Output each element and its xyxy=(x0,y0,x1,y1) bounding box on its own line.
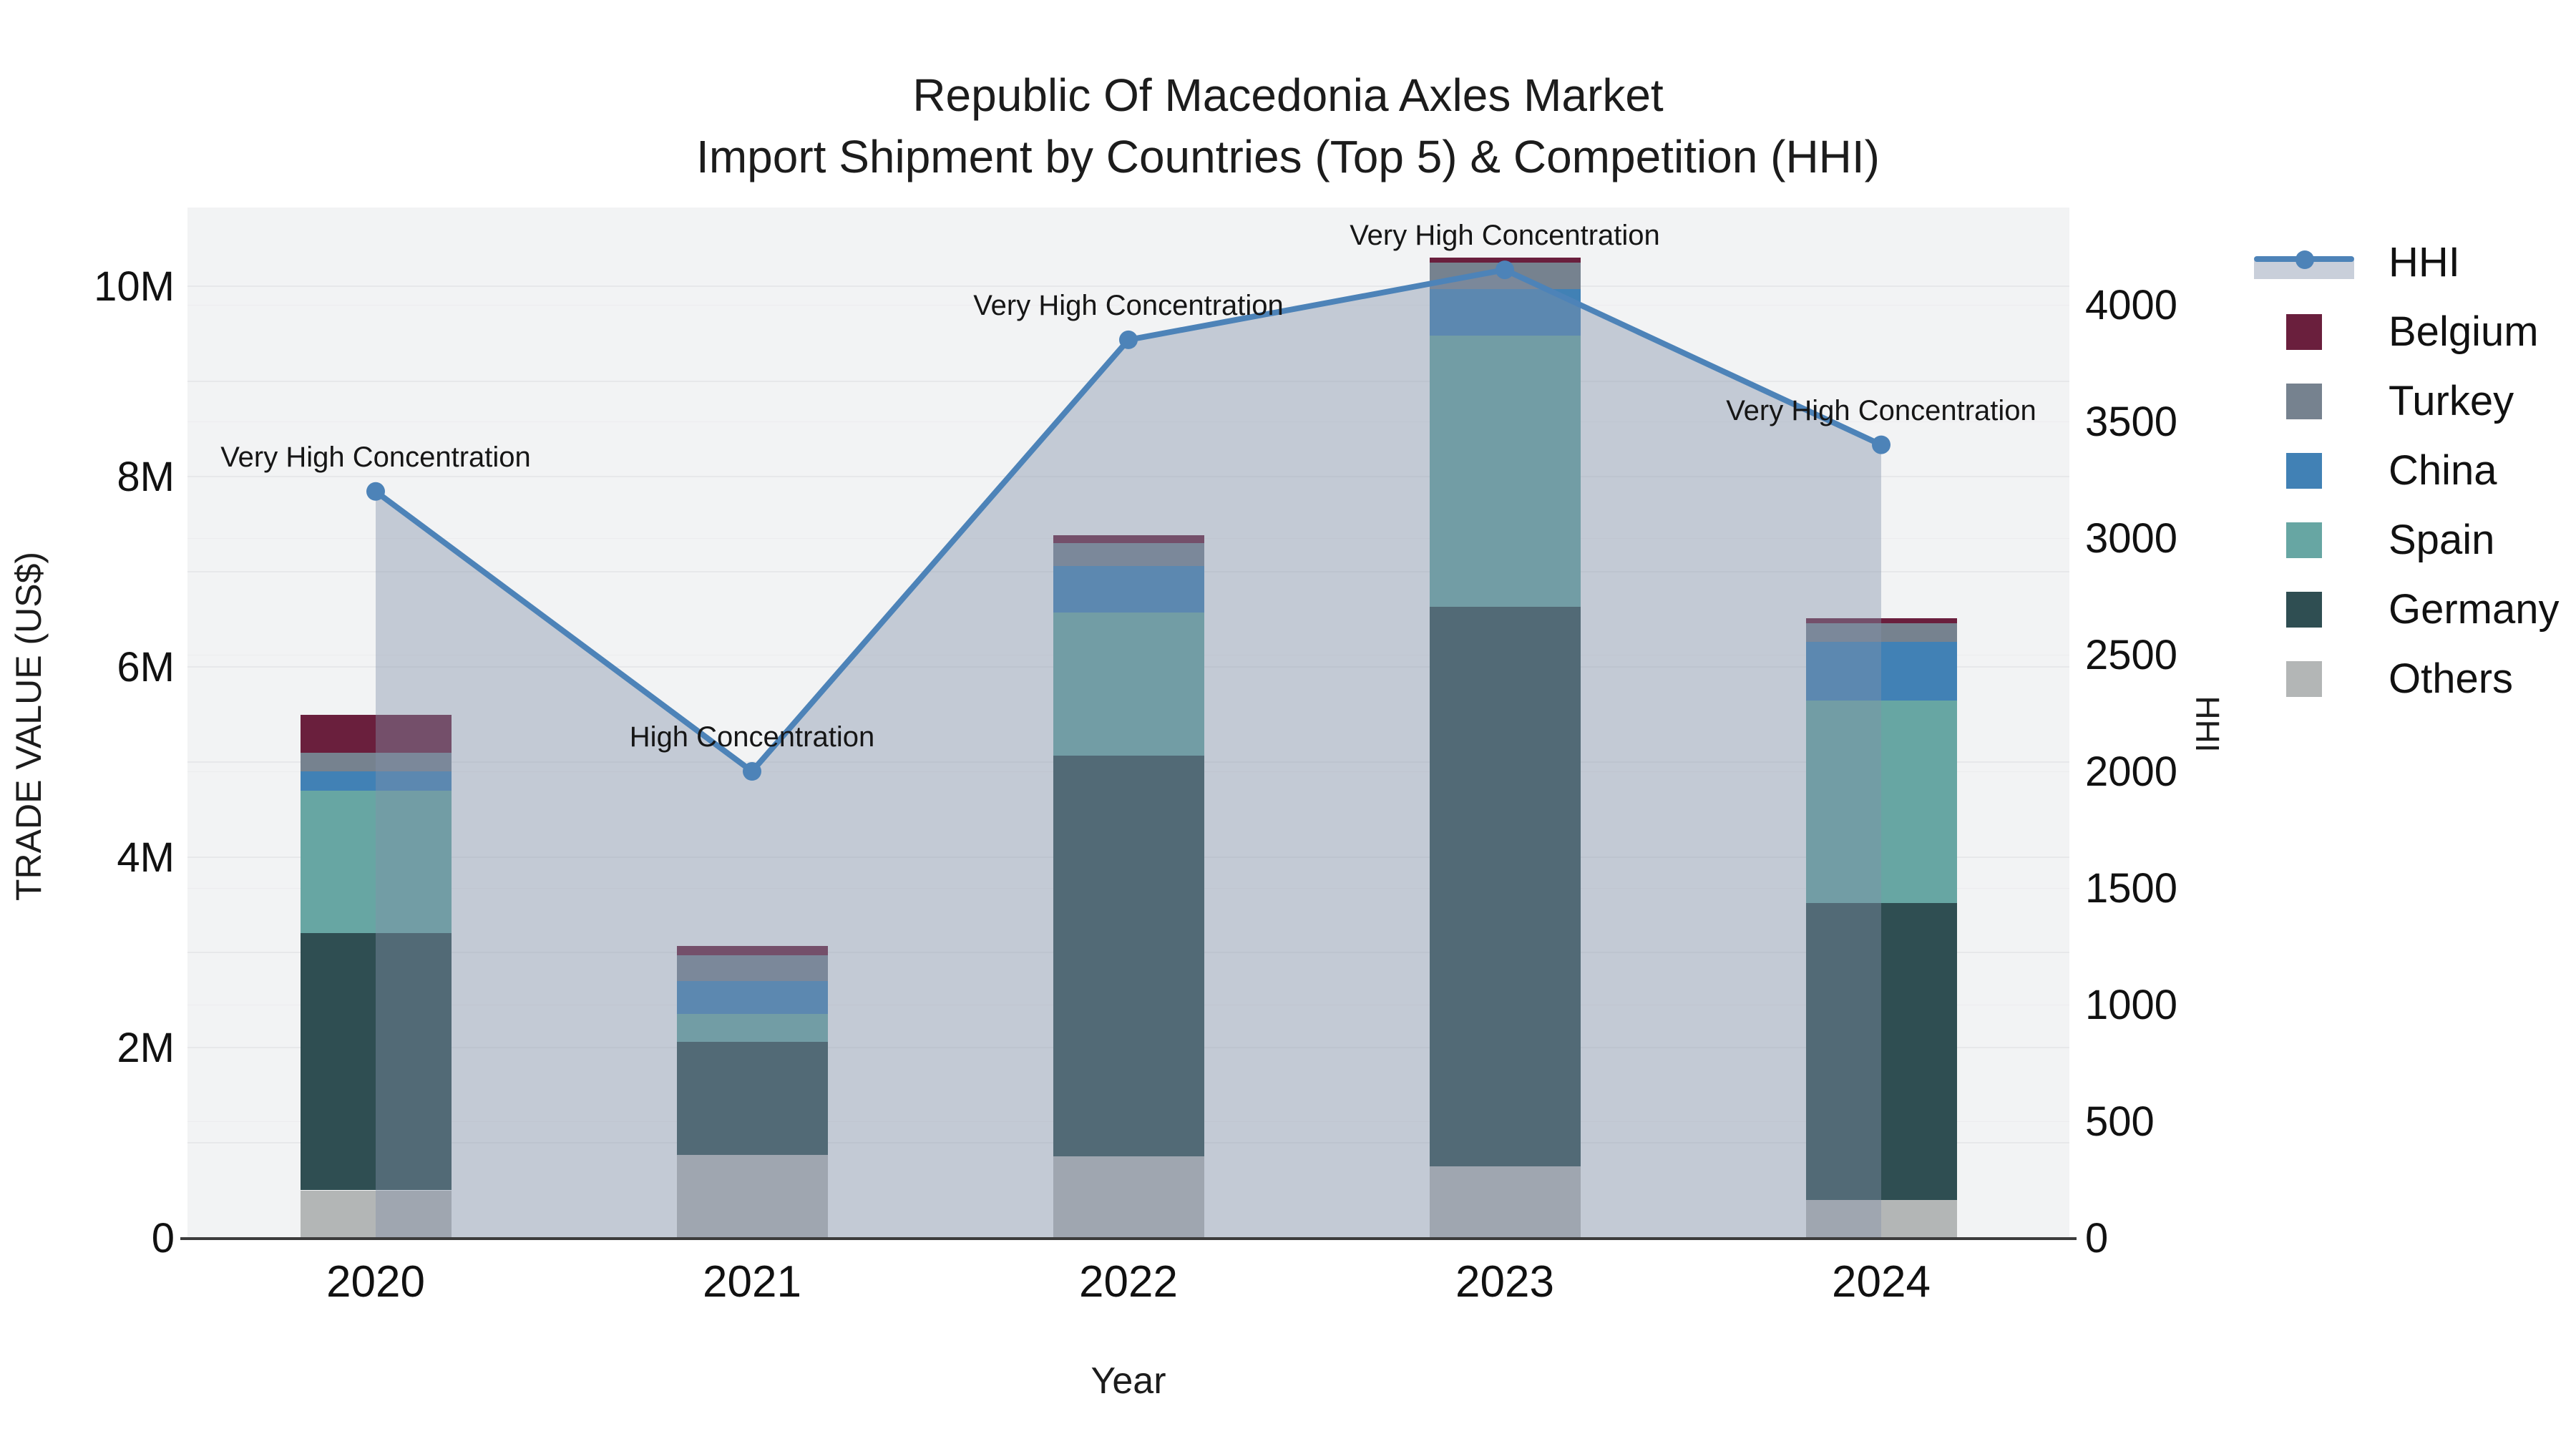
bar-segment-spain-2023 xyxy=(1429,336,1581,608)
bar-segment-china-2024 xyxy=(1805,642,1957,701)
bar-segment-china-2021 xyxy=(676,980,828,1015)
hhi-area-fill xyxy=(376,270,1881,1239)
legend-item-others[interactable]: Others xyxy=(2254,644,2560,713)
gridline-1m xyxy=(187,286,2069,287)
annotation-2020: Very High Concentration xyxy=(220,441,531,473)
annotation-2023: Very High Concentration xyxy=(1350,220,1660,252)
bar-segment-belgium-2021 xyxy=(676,945,828,955)
y-left-tick-0: 0 xyxy=(151,1215,175,1262)
bar-segment-others-2024 xyxy=(1805,1199,1957,1238)
bar-segment-germany-2022 xyxy=(1053,755,1204,1156)
bar-segment-china-2022 xyxy=(1053,566,1204,613)
color-swatch-icon xyxy=(2254,313,2376,350)
hhi-marker-2023 xyxy=(1496,260,1514,280)
y-right-tick-2000: 2000 xyxy=(2085,748,2178,795)
legend-item-china[interactable]: China xyxy=(2254,436,2560,505)
color-swatch-icon xyxy=(2254,522,2376,558)
hhi-marker-2021 xyxy=(743,762,761,781)
gridline-hhi xyxy=(187,305,2069,306)
x-axis-title: Year xyxy=(1091,1360,1166,1402)
y-axis-right-title: HHI xyxy=(2189,696,2226,753)
y-right-tick-4000: 4000 xyxy=(2085,282,2178,328)
y-right-tick-1000: 1000 xyxy=(2085,982,2178,1028)
bar-segment-spain-2022 xyxy=(1053,613,1204,756)
color-swatch-icon xyxy=(2254,452,2376,489)
bar-segment-germany-2024 xyxy=(1805,902,1957,1200)
y-right-tick-3500: 3500 xyxy=(2085,399,2178,445)
legend-label: Germany xyxy=(2389,586,2560,633)
annotation-2024: Very High Concentration xyxy=(1726,394,2036,426)
bar-segment-germany-2020 xyxy=(300,933,452,1191)
y-left-tick-2M: 2M xyxy=(117,1025,175,1071)
legend-item-hhi[interactable]: HHI xyxy=(2254,228,2560,297)
hhi-marker-2020 xyxy=(366,482,385,501)
x-tick-2023: 2023 xyxy=(1455,1257,1554,1307)
chart-title-line1: Republic Of Macedonia Axles Market xyxy=(912,69,1664,121)
legend: HHI Belgium Turkey China Spain Germany Others xyxy=(2254,228,2560,713)
y-right-tick-500: 500 xyxy=(2085,1098,2155,1145)
bar-segment-spain-2024 xyxy=(1805,700,1957,903)
bar-segment-belgium-2024 xyxy=(1805,618,1957,623)
bar-segment-belgium-2023 xyxy=(1429,258,1581,263)
bar-segment-germany-2021 xyxy=(676,1042,828,1156)
chart-title-line2: Import Shipment by Countries (Top 5) & C… xyxy=(696,131,1880,182)
y-left-tick-10M: 10M xyxy=(94,263,175,310)
hhi-line-swatch-icon xyxy=(2254,245,2376,280)
y-right-tick-2500: 2500 xyxy=(2085,632,2178,678)
bar-segment-germany-2023 xyxy=(1429,607,1581,1167)
x-tick-2022: 2022 xyxy=(1079,1257,1178,1307)
color-swatch-icon xyxy=(2254,383,2376,419)
bar-segment-turkey-2021 xyxy=(676,955,828,981)
gridline-1m xyxy=(187,476,2069,477)
legend-label: China xyxy=(2389,447,2497,494)
bar-segment-spain-2020 xyxy=(300,790,452,934)
bar-segment-turkey-2022 xyxy=(1053,543,1204,566)
legend-label: Belgium xyxy=(2389,308,2539,355)
legend-item-turkey[interactable]: Turkey xyxy=(2254,366,2560,436)
gridline-hhi xyxy=(187,421,2069,422)
y-right-tick-1500: 1500 xyxy=(2085,865,2178,912)
gridline-1m xyxy=(187,381,2069,382)
x-axis-line xyxy=(180,1237,2077,1240)
annotation-2021: High Concentration xyxy=(629,721,875,753)
bar-segment-belgium-2022 xyxy=(1053,535,1204,544)
y-right-tick-0: 0 xyxy=(2085,1215,2109,1262)
bar-segment-belgium-2020 xyxy=(300,714,452,753)
bar-segment-others-2021 xyxy=(676,1155,828,1238)
bar-segment-spain-2021 xyxy=(676,1014,828,1042)
annotation-2022: Very High Concentration xyxy=(973,289,1284,321)
y-left-tick-4M: 4M xyxy=(117,834,175,881)
bar-segment-others-2022 xyxy=(1053,1156,1204,1238)
bar-segment-turkey-2024 xyxy=(1805,623,1957,643)
color-swatch-icon xyxy=(2254,660,2376,697)
legend-label: Spain xyxy=(2389,517,2495,563)
legend-label: Others xyxy=(2389,655,2514,702)
y-right-tick-3000: 3000 xyxy=(2085,515,2178,562)
x-tick-2020: 2020 xyxy=(326,1257,425,1307)
legend-label: Turkey xyxy=(2389,378,2514,424)
color-swatch-icon xyxy=(2254,591,2376,628)
x-tick-2024: 2024 xyxy=(1832,1257,1931,1307)
hhi-marker-2022 xyxy=(1119,330,1138,349)
hhi-marker-2024 xyxy=(1872,435,1890,454)
legend-label: HHI xyxy=(2389,239,2460,286)
x-tick-2021: 2021 xyxy=(703,1257,801,1307)
bar-segment-others-2023 xyxy=(1429,1166,1581,1238)
bar-segment-china-2020 xyxy=(300,771,452,791)
y-left-tick-8M: 8M xyxy=(117,454,175,500)
bar-segment-others-2020 xyxy=(300,1190,452,1238)
legend-item-germany[interactable]: Germany xyxy=(2254,575,2560,644)
y-axis-left-title: TRADE VALUE (US$) xyxy=(9,551,49,902)
legend-item-spain[interactable]: Spain xyxy=(2254,505,2560,575)
y-left-tick-6M: 6M xyxy=(117,644,175,691)
bar-segment-turkey-2020 xyxy=(300,752,452,772)
bar-segment-china-2023 xyxy=(1429,288,1581,336)
legend-item-belgium[interactable]: Belgium xyxy=(2254,297,2560,366)
